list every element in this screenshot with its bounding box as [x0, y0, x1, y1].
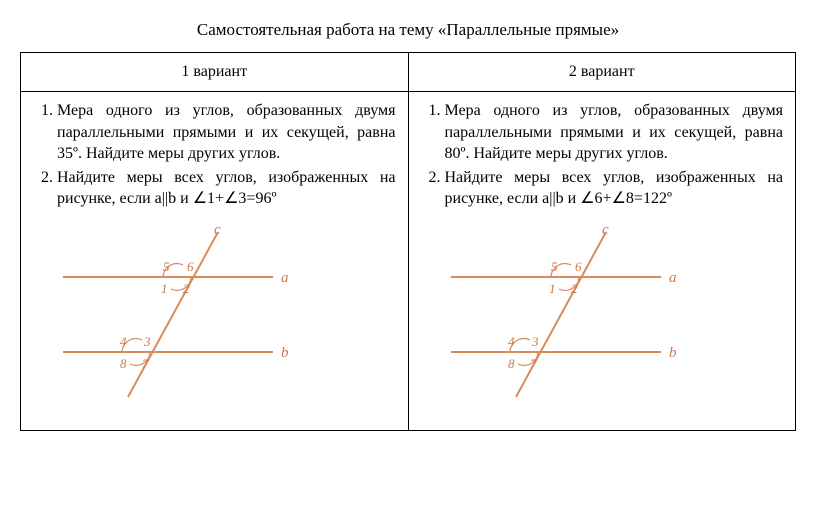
v2-diagram: 5 6 12 4 3 87 a b c: [421, 212, 784, 422]
header-variant-1: 1 вариант: [21, 53, 409, 92]
svg-text:c: c: [214, 222, 221, 238]
svg-text:2: 2: [571, 281, 578, 296]
svg-text:a: a: [281, 270, 289, 286]
v2-question-1: Мера одного из углов, образованных двумя…: [445, 100, 784, 165]
svg-text:b: b: [669, 345, 677, 361]
svg-text:2: 2: [183, 281, 190, 296]
svg-text:6: 6: [575, 259, 582, 274]
svg-text:4: 4: [508, 334, 515, 349]
svg-text:1: 1: [161, 281, 168, 296]
page-title: Самостоятельная работа на тему «Параллел…: [20, 20, 796, 40]
cell-variant-1: Мера одного из углов, образованных двумя…: [21, 92, 409, 431]
svg-text:a: a: [669, 270, 677, 286]
worksheet-table: 1 вариант 2 вариант Мера одного из углов…: [20, 52, 796, 431]
v1-diagram: 5 6 12 4 3 87 a b c: [33, 212, 396, 422]
svg-text:4: 4: [120, 334, 127, 349]
v2-question-2: Найдите меры всех углов, изображенных на…: [445, 167, 784, 210]
svg-text:3: 3: [143, 334, 151, 349]
svg-text:3: 3: [531, 334, 539, 349]
svg-text:8: 8: [508, 356, 515, 371]
svg-text:7: 7: [142, 356, 149, 371]
cell-variant-2: Мера одного из углов, образованных двумя…: [408, 92, 796, 431]
svg-text:7: 7: [530, 356, 537, 371]
svg-text:5: 5: [163, 259, 170, 274]
svg-text:b: b: [281, 345, 289, 361]
v1-question-1: Мера одного из углов, образованных двумя…: [57, 100, 396, 165]
svg-text:6: 6: [187, 259, 194, 274]
svg-text:1: 1: [549, 281, 556, 296]
svg-text:5: 5: [551, 259, 558, 274]
header-variant-2: 2 вариант: [408, 53, 796, 92]
svg-text:8: 8: [120, 356, 127, 371]
svg-text:c: c: [602, 222, 609, 238]
v1-question-2: Найдите меры всех углов, изображенных на…: [57, 167, 396, 210]
